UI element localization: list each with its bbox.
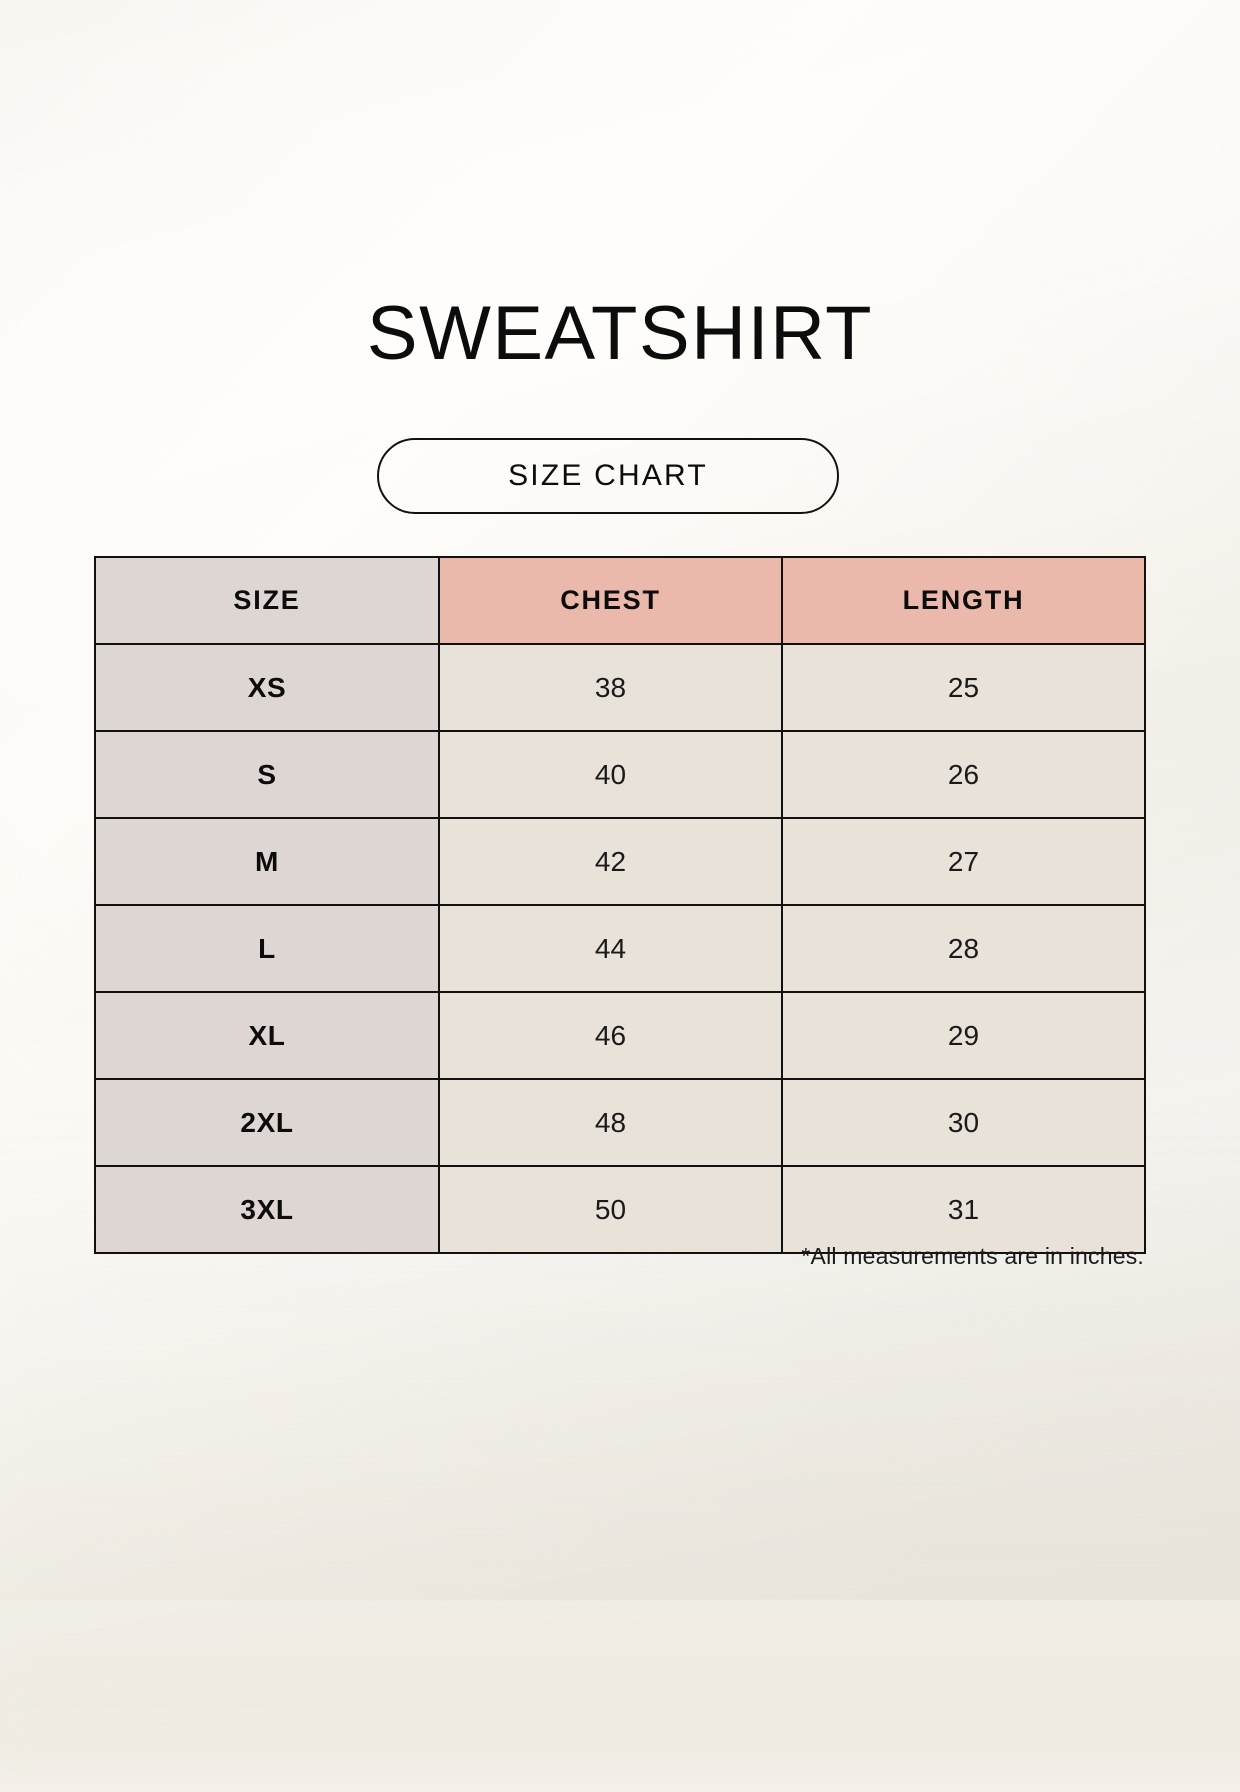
table-row: S 40 26 [94,730,1146,819]
cell-size: S [94,730,440,819]
table-header: SIZE CHEST LENGTH [94,556,1146,645]
cell-chest: 40 [438,730,783,819]
cell-length: 25 [781,643,1146,732]
column-header-size: SIZE [94,556,440,645]
table-header-row: SIZE CHEST LENGTH [94,556,1146,645]
cell-length: 26 [781,730,1146,819]
cell-chest: 50 [438,1165,783,1254]
cell-size: XL [94,991,440,1080]
cell-chest: 42 [438,817,783,906]
cell-size: XS [94,643,440,732]
size-chart-poster: SWEATSHIRT SIZE CHART SIZE CHEST LENGTH … [94,291,1146,1269]
table-row: XL 46 29 [94,991,1146,1080]
cell-length: 29 [781,991,1146,1080]
column-header-length: LENGTH [781,556,1146,645]
cell-size: M [94,817,440,906]
table-row: M 42 27 [94,817,1146,906]
cell-length: 30 [781,1078,1146,1167]
page-title: SWEATSHIRT [366,291,874,376]
cell-length: 28 [781,904,1146,993]
table-row: XS 38 25 [94,643,1146,732]
size-chart-table: SIZE CHEST LENGTH XS 38 25 S 40 26 M 42 … [94,556,1146,1254]
cell-size: 2XL [94,1078,440,1167]
cell-length: 31 [781,1165,1146,1254]
cell-chest: 38 [438,643,783,732]
cell-size: L [94,904,440,993]
table-body: XS 38 25 S 40 26 M 42 27 L 44 28 XL 46 [94,643,1146,1254]
size-chart-badge-label: SIZE CHART [508,459,708,492]
table-row: 3XL 50 31 [94,1165,1146,1254]
cell-chest: 44 [438,904,783,993]
size-chart-badge: SIZE CHART [377,438,839,514]
column-header-chest: CHEST [438,556,783,645]
cell-chest: 48 [438,1078,783,1167]
table-row: 2XL 48 30 [94,1078,1146,1167]
table-row: L 44 28 [94,904,1146,993]
measurement-unit-note: *All measurements are in inches. [801,1243,1144,1269]
cell-size: 3XL [94,1165,440,1254]
cell-length: 27 [781,817,1146,906]
cell-chest: 46 [438,991,783,1080]
